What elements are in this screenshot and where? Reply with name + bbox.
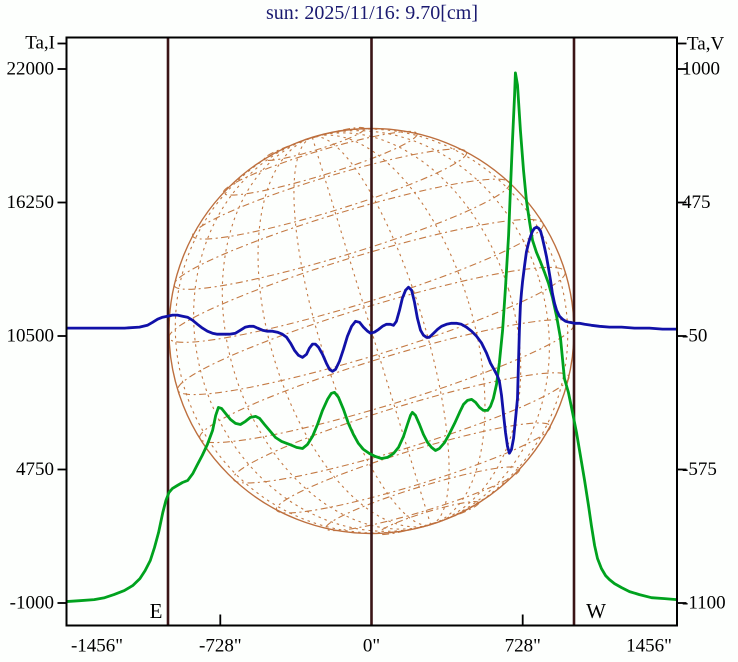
x-axis-tick-label: -728" <box>199 636 242 657</box>
intensity-curve <box>66 71 677 603</box>
x-axis-tick-label: 728" <box>505 636 541 657</box>
left-axis-title: Ta,I <box>25 33 55 54</box>
disk-meridian <box>293 136 450 526</box>
plot-frame <box>65 36 678 627</box>
polarization-curve <box>66 225 677 455</box>
right-axis-tick-label: -575 <box>682 459 717 480</box>
right-axis-tick-label: -1100 <box>682 593 726 614</box>
disk-parallel <box>232 372 570 484</box>
x-axis-tick-label: -1456" <box>71 636 123 657</box>
left-axis-tick-label: 4750 <box>16 459 54 480</box>
x-axis-tick-label: 0" <box>363 636 380 657</box>
chart-title: sun: 2025/11/16: 9.70[cm] <box>266 2 478 24</box>
east-limb-label: E <box>150 599 163 623</box>
right-axis-tick-label: -50 <box>682 326 707 347</box>
data-curves <box>66 71 677 603</box>
right-axis-title: Ta,V <box>687 34 724 55</box>
west-limb-label: W <box>586 599 606 623</box>
x-axis-tick-label: 1456" <box>626 636 672 657</box>
disk-parallel <box>173 178 511 290</box>
left-axis-tick-label: -1000 <box>10 593 54 614</box>
right-axis-tick-label: 475 <box>682 192 711 213</box>
axis-ticks: 22000 16250 10500 4750 -1000 1000 475 -50 -575 -1… <box>7 42 726 657</box>
left-axis-tick-label: 16250 <box>7 192 55 213</box>
left-axis-tick-label: 22000 <box>7 59 55 80</box>
left-axis-tick-label: 10500 <box>7 326 55 347</box>
right-axis-tick-label: 1000 <box>682 59 720 80</box>
